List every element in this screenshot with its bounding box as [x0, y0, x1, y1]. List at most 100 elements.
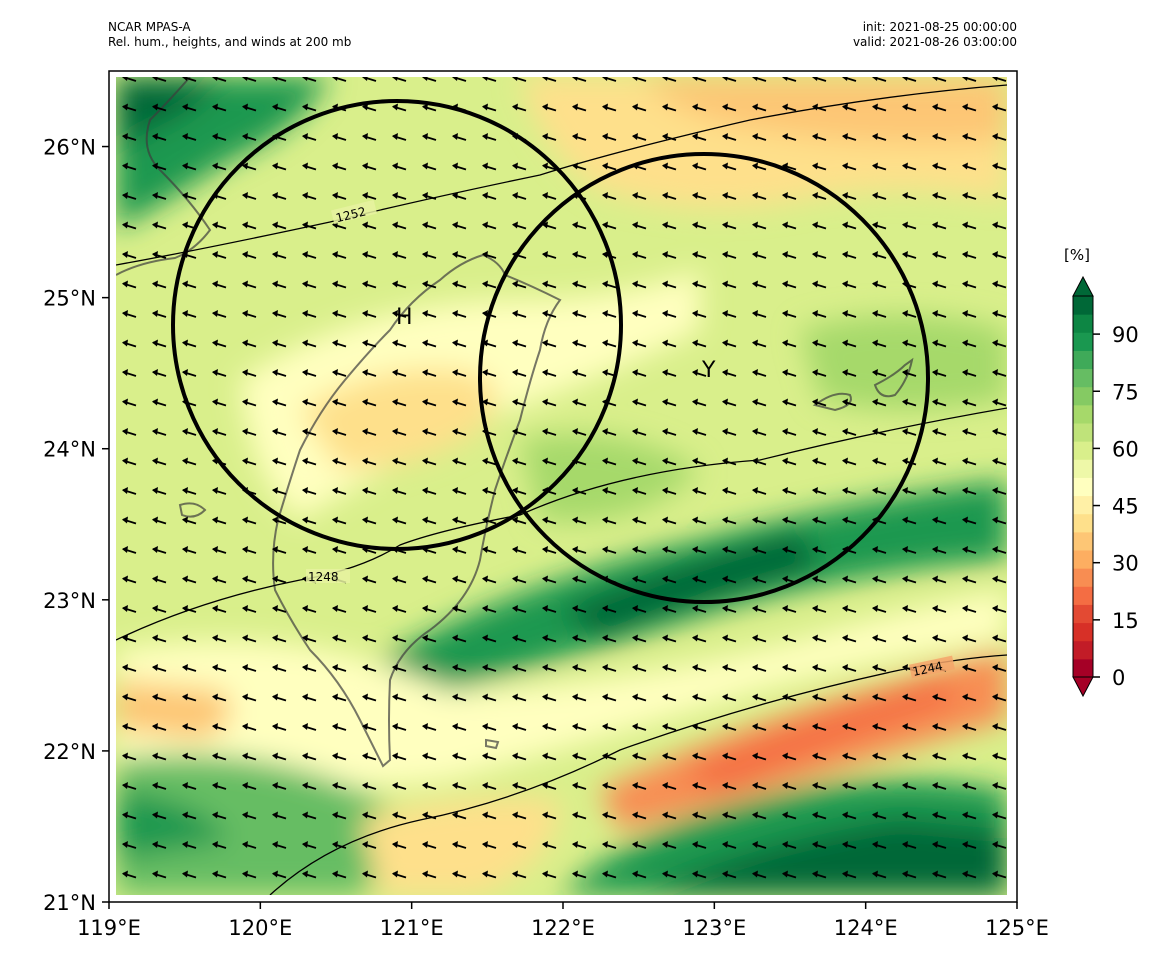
- wind-arrow: [122, 77, 137, 82]
- wind-arrow: [452, 870, 467, 879]
- wind-arrow: [992, 310, 1007, 318]
- wind-arrow: [722, 280, 737, 289]
- wind-arrow: [182, 575, 197, 584]
- wind-arrow: [242, 723, 257, 731]
- wind-arrow: [212, 575, 227, 584]
- wind-arrow: [332, 664, 347, 672]
- wind-arrow: [272, 428, 287, 436]
- wind-arrow: [542, 457, 557, 466]
- wind-arrow: [572, 133, 587, 141]
- wind-arrow: [332, 457, 347, 466]
- wind-arrow: [722, 428, 737, 436]
- wind-arrow: [602, 664, 617, 672]
- wind-arrow: [392, 811, 407, 820]
- wind-arrow: [632, 192, 647, 200]
- wind-arrow: [452, 369, 467, 377]
- wind-arrow: [782, 398, 797, 407]
- wind-arrow: [842, 782, 857, 790]
- wind-arrow: [872, 752, 887, 761]
- wind-arrow: [392, 870, 407, 879]
- wind-arrow: [752, 398, 767, 407]
- wind-arrow: [902, 575, 917, 584]
- wind-arrow: [362, 398, 377, 407]
- wind-arrow: [692, 546, 707, 554]
- colorbar: [%] 0 15 30 45 60 75 90: [1064, 246, 1139, 698]
- wind-arrow: [512, 752, 527, 761]
- wind-arrow: [692, 870, 707, 879]
- wind-arrow: [692, 605, 707, 613]
- wind-arrow: [242, 192, 257, 200]
- wind-arrow: [932, 221, 947, 230]
- y-tick-label: 21°N: [43, 891, 96, 915]
- wind-arrow: [332, 133, 347, 141]
- wind-arrow: [452, 487, 467, 495]
- wind-arrow: [392, 77, 407, 82]
- wind-arrow: [752, 693, 767, 702]
- wind-arrow: [662, 575, 677, 584]
- wind-arrow: [212, 221, 227, 230]
- wind-arrow: [722, 369, 737, 377]
- wind-arrow: [242, 634, 257, 643]
- wind-arrow: [362, 605, 377, 613]
- wind-arrow: [962, 546, 977, 554]
- wind-arrow: [542, 133, 557, 141]
- wind-arrow: [692, 457, 707, 466]
- wind-arrow: [962, 162, 977, 171]
- wind-arrow: [752, 664, 767, 672]
- wind-arrow: [632, 575, 647, 584]
- wind-arrow: [992, 782, 1007, 790]
- wind-arrow: [962, 605, 977, 613]
- wind-arrow: [572, 605, 587, 613]
- wind-arrow: [872, 339, 887, 348]
- wind-arrow: [422, 457, 437, 466]
- wind-arrow: [572, 782, 587, 790]
- wind-arrow: [332, 487, 347, 495]
- wind-arrow: [272, 339, 287, 348]
- wind-arrow: [752, 339, 767, 348]
- wind-arrow: [242, 251, 257, 259]
- wind-arrow: [752, 782, 767, 790]
- wind-arrow: [392, 339, 407, 348]
- wind-arrow: [572, 811, 587, 820]
- wind-arrow: [602, 841, 617, 849]
- wind-arrow: [212, 664, 227, 672]
- wind-arrow: [152, 428, 167, 436]
- colorbar-swatch: [1073, 622, 1093, 642]
- x-tick-label: 122°E: [531, 916, 595, 940]
- wind-arrow: [422, 398, 437, 407]
- wind-arrow: [662, 428, 677, 436]
- wind-arrow: [782, 752, 797, 761]
- wind-arrow: [992, 457, 1007, 466]
- wind-arrow: [572, 546, 587, 554]
- wind-arrow: [422, 782, 437, 790]
- wind-arrow: [842, 162, 857, 171]
- wind-arrow: [392, 192, 407, 200]
- wind-arrow: [692, 310, 707, 318]
- wind-arrow: [962, 487, 977, 495]
- wind-arrow: [122, 752, 137, 761]
- wind-arrow: [512, 782, 527, 790]
- wind-arrow: [152, 457, 167, 466]
- wind-arrow: [962, 811, 977, 820]
- wind-arrow: [902, 634, 917, 643]
- wind-arrow: [722, 693, 737, 702]
- wind-arrow: [152, 634, 167, 643]
- wind-arrow: [842, 634, 857, 643]
- colorbar-swatch: [1073, 640, 1093, 660]
- wind-arrow: [932, 546, 947, 554]
- wind-arrow: [542, 693, 557, 702]
- colorbar-swatch: [1073, 332, 1093, 351]
- colorbar-unit: [%]: [1064, 246, 1090, 264]
- wind-arrow: [242, 369, 257, 377]
- wind-arrow: [242, 221, 257, 230]
- wind-arrow: [962, 369, 977, 377]
- wind-arrow: [692, 221, 707, 230]
- wind-arrow: [662, 546, 677, 554]
- wind-arrow: [632, 487, 647, 495]
- wind-arrow: [782, 723, 797, 731]
- wind-arrow: [362, 457, 377, 466]
- y-tick-label: 26°N: [43, 136, 96, 160]
- x-tick-label: 125°E: [985, 916, 1049, 940]
- wind-arrow: [272, 77, 287, 82]
- wind-arrow: [212, 339, 227, 348]
